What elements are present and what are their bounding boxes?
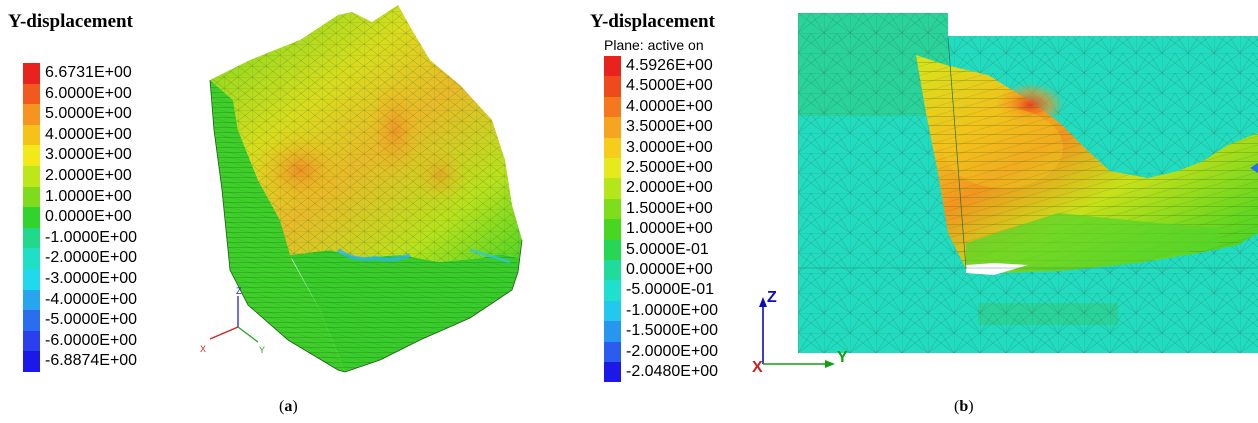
axis-triad-a: Z X Y [200,286,265,355]
axis-y-label-b: Y [837,349,848,366]
axis-triad-b: Z X Y [752,289,848,376]
legend-label: -1.0000E+00 [626,301,719,319]
legend-swatch [604,137,621,158]
legend-label: -5.0000E+00 [45,311,138,329]
legend-swatch [23,269,40,290]
axis-z-label-a: Z [236,286,242,296]
caption-letter-b: b [959,398,969,415]
legend-label: 6.0000E+00 [45,84,132,102]
legend-label: 2.0000E+00 [45,167,132,184]
legend-label: 3.0000E+00 [45,146,132,164]
legend-label: -4.0000E+00 [45,290,138,308]
panel-a: Y-displacement 6.6731E+00 6.0000E+00 5.000… [0,0,600,423]
legend-swatch [604,280,621,301]
legend-swatch [23,248,40,269]
legend-title-a: Y-displacement [8,11,133,32]
axis-z-label-b: Z [767,289,777,306]
legend-swatch [604,158,621,179]
legend-swatch [23,83,40,105]
legend-label: -6.0000E+00 [45,331,138,349]
legend-label: 4.5926E+00 [626,57,713,74]
legend-label: -1.0000E+00 [45,228,138,246]
legend-label: -1.5000E+00 [626,322,719,340]
legend-label: 0.0000E+00 [626,261,713,278]
legend-swatch [23,310,40,331]
legend-label: 4.5000E+00 [626,77,713,95]
panel-b: Y-displacement Plane: active on 4.5926E+… [590,0,1258,423]
model-view-a [209,5,523,373]
legend-swatch [604,117,621,138]
legend-label: 5.0000E-01 [626,240,709,258]
legend-title-b: Y-displacement [590,11,715,32]
legend-swatch [604,76,621,97]
legend-label: -3.0000E+00 [45,270,138,287]
axis-y-label-a: Y [259,345,265,355]
caption-letter-a: a [284,398,293,415]
legend-label: 3.5000E+00 [626,118,713,136]
legend-label: 1.5000E+00 [626,199,713,217]
legend-swatch [23,166,40,187]
legend-label: -2.0000E+00 [626,342,719,360]
legend-label: 2.5000E+00 [626,159,713,176]
legend-swatch [23,145,40,166]
legend-swatch [604,341,621,362]
legend-swatch [604,178,621,199]
legend-label: -5.0000E-01 [626,281,715,299]
caption-a: (a) [279,398,298,415]
legend-swatch [23,63,40,84]
legend-swatch [23,186,40,208]
legend-label: 1.0000E+00 [626,220,713,238]
legend-label: 3.0000E+00 [626,138,713,156]
legend-swatch [604,239,621,260]
legend-swatch [23,207,40,228]
legend-swatch [23,351,40,372]
legend-label: 4.0000E+00 [45,125,132,143]
legend-subtitle-b: Plane: active on [604,37,704,53]
legend-label: 4.0000E+00 [626,97,713,115]
legend-label: 6.6731E+00 [45,64,132,81]
caption-b: (b) [954,398,974,415]
legend-swatch [604,56,621,77]
legend-label: -6.8874E+00 [45,352,138,370]
legend-swatch [23,289,40,311]
legend-swatch [23,330,40,352]
legend-swatch [604,362,621,383]
legend-label: 0.0000E+00 [45,208,132,226]
section-view-b [798,13,1258,353]
legend-swatch [23,104,40,125]
legend-swatch [604,96,621,118]
legend-label: 5.0000E+00 [45,105,132,123]
legend-label: 2.0000E+00 [626,179,713,197]
legend-swatch [604,260,621,281]
legend-label: -2.0000E+00 [45,249,138,267]
legend-label: -2.0480E+00 [626,363,719,380]
legend-swatch [604,198,621,220]
legend-swatch [604,300,621,322]
axis-x-label-a: X [200,344,206,354]
legend-swatch [23,227,40,249]
legend-swatch [23,124,40,146]
legend-swatch [604,321,621,342]
axis-x-label-b: X [752,359,763,376]
legend-swatch [604,219,621,240]
legend-label: 1.0000E+00 [45,187,132,205]
